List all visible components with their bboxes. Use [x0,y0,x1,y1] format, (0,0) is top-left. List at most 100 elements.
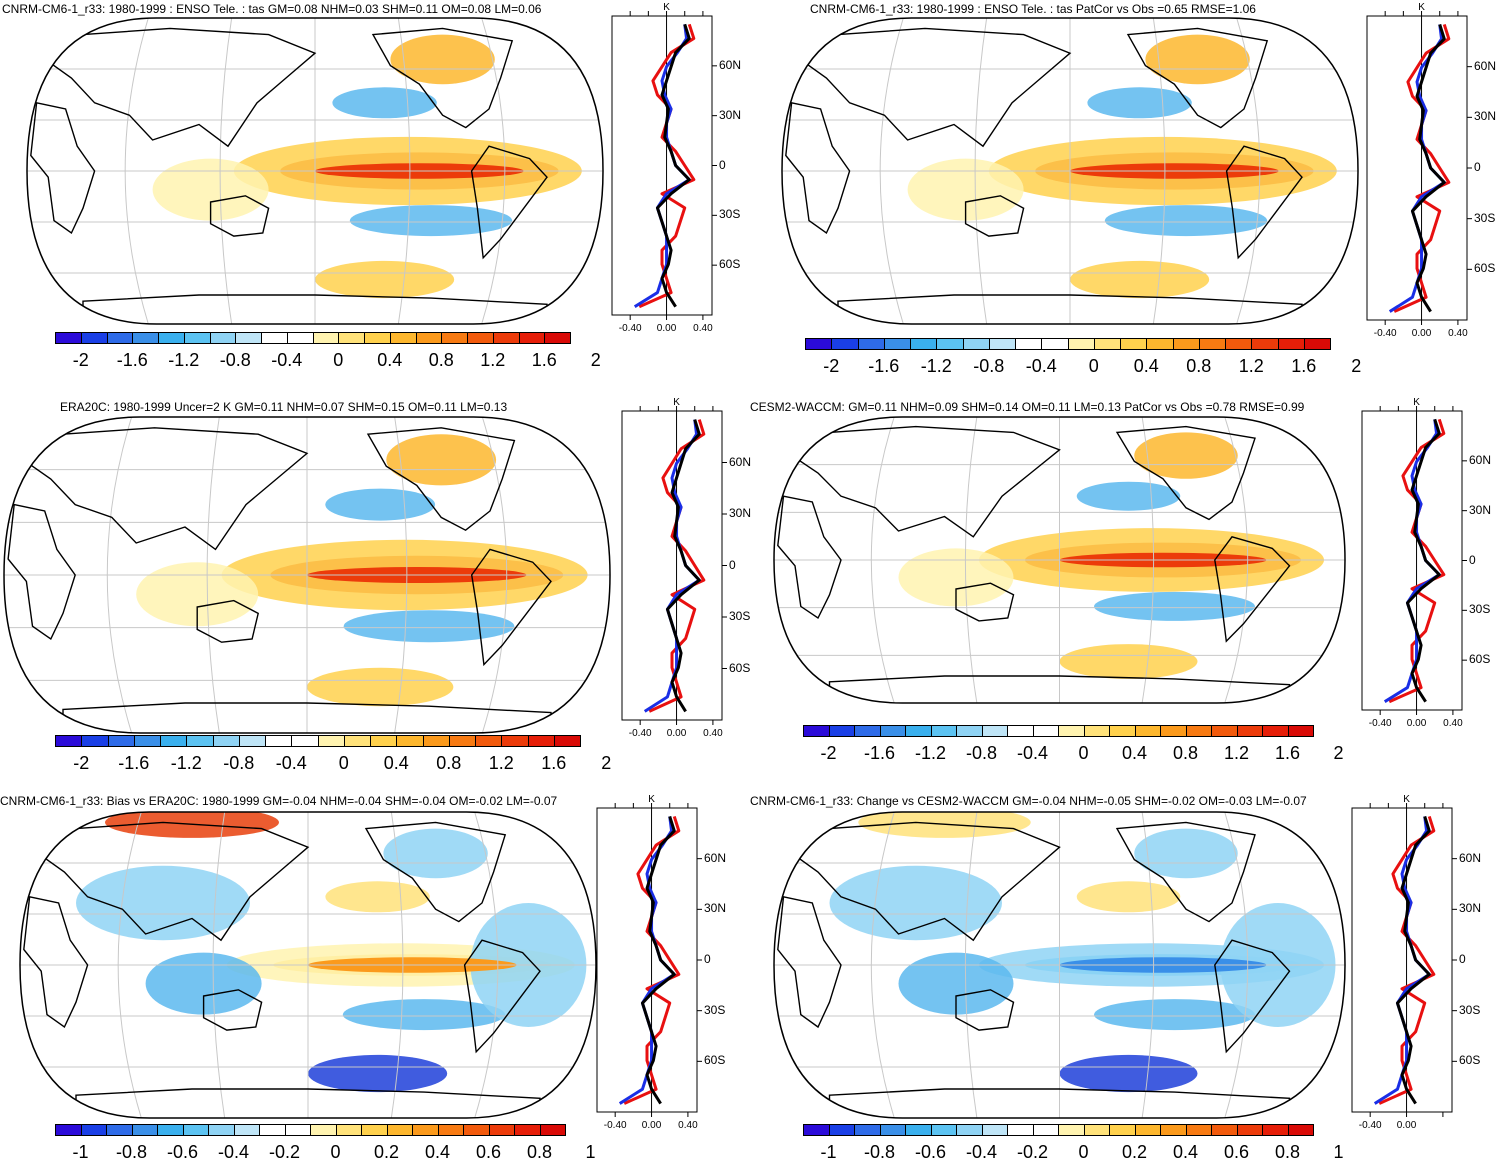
profile-frame [1366,15,1468,321]
colorbar-swatch [1041,338,1069,350]
colorbar-swatch [1058,725,1085,737]
latitude-label: 30N [1469,502,1492,517]
colorbar-tick-label: 0.8 [428,350,454,370]
latitude-label: 60N [704,850,727,865]
colorbar-swatch [527,735,555,747]
profile-svg [1366,11,1472,325]
colorbar-swatch [488,1124,515,1136]
profile-red-line [623,815,681,1105]
colorbar: -2 -1.6 -1.2 -0.8 -0.4 0 0.4 0.8 1.2 1.6 2 [803,725,1344,765]
colorbar-swatch [106,1124,133,1136]
colorbar-swatch [160,735,188,747]
colorbar-swatch [1058,1124,1085,1136]
south-america-coast [1214,535,1291,643]
colorbar-swatch [1185,1124,1212,1136]
latitude-label: 60N [1459,850,1482,865]
map-border [773,811,1346,1119]
colorbar-swatch [1251,338,1279,350]
longitude-line [393,417,408,733]
colorbar-swatch [209,332,237,344]
colorbar-swatch [55,735,83,747]
africa-coast [30,101,96,235]
colorbar-swatch [1109,1124,1136,1136]
profile-frame [611,15,713,316]
colorbar-tick-label: 1.2 [480,350,506,370]
longitude-line [879,18,905,324]
north-america-anomaly [390,34,495,85]
colorbar-swatch [364,332,391,344]
colorbar-tick-label: -0.8 [863,1142,896,1162]
colorbar-swatch [1277,338,1305,350]
longitude-line [206,417,221,733]
coastlines [785,27,1303,324]
x-tick-label: 0.40 [1443,718,1463,729]
latitude-label: 30N [704,901,727,916]
colorbar-swatch [854,1124,881,1136]
north-pacific-anomaly [325,881,430,913]
colorbar-swatch [1236,725,1263,737]
x-tick-label: 0.40 [693,323,713,334]
colorbar-swatch [441,332,468,344]
colorbar-swatch [233,1124,260,1136]
colorbar-tick-label: 0.8 [1172,743,1199,763]
colorbar-swatch [107,735,135,747]
x-tick-label: 0.00 [666,728,687,739]
colorbar-tick-label: -1.6 [116,350,148,370]
colorbar-swatch [518,332,546,344]
colorbar-swatch [386,1124,413,1136]
map-border [781,17,1359,325]
colorbar-tick-label: 0 [1088,356,1099,376]
colorbar-swatch [370,735,398,747]
colorbar-tick-label: -2 [72,350,89,370]
unit-label: K [663,2,670,13]
colorbar-tick-label: 2 [1333,743,1344,763]
colorbar-swatch [158,332,185,344]
latitude-label: 60N [719,57,742,72]
eurasia-coast [790,27,1072,148]
panel-title: CNRM-CM6-1_r33: 1980-1999 : ENSO Tele. :… [2,2,542,16]
latitude-label: 30S [704,1002,726,1017]
colorbar-swatch [80,332,108,344]
colorbar-tick-label: -0.6 [166,1142,199,1162]
x-tick-label: -0.40 [628,728,652,739]
longitude-line [1223,417,1249,703]
colorbar-swatch [1211,725,1238,737]
colorbar-tick-label: -0.6 [914,1142,947,1162]
colorbar-swatch [962,338,990,350]
graticule [774,812,1345,1118]
robinson-map [19,811,597,1119]
colorbar-swatch [1067,338,1095,350]
north-america-coast [364,821,507,923]
colorbar-swatch [422,735,450,747]
eurasia-coast [28,821,310,942]
profile-black-line [1405,418,1441,703]
north-pacific-anomaly [1076,481,1181,511]
colorbar-swatch [343,735,371,747]
latitude-label: 30S [729,609,751,623]
colorbar-swatch [131,1124,158,1136]
colorbar-tick-label: -0.8 [973,356,1005,376]
profile-black-line [1395,815,1431,1105]
antarctica-coast [82,294,548,324]
longitude-line [1141,417,1155,703]
indian-ocean-anomaly [136,562,259,627]
colorbar-tick-label: 0 [1078,743,1089,763]
colorbar-tick-label: 0 [333,350,344,370]
north-pacific-anomaly [325,488,436,521]
profile-black-line [665,419,701,713]
colorbar-swatch [106,332,134,344]
colorbar-tick-label: -1 [820,1142,837,1162]
colorbar-swatch [132,332,159,344]
colorbar-tick-label: 0.2 [1121,1142,1148,1162]
longitude-line [974,18,988,324]
north-pacific-anomaly [332,87,437,119]
southern-ocean-anomaly [1070,260,1210,299]
longitude-line [106,417,133,733]
map-border [773,416,1346,704]
north-america-coast [1126,27,1269,129]
latitude-label: 60S [1469,652,1491,667]
colorbar-swatch [981,725,1008,737]
colorbar-swatch [910,338,938,350]
coastlines [777,425,1291,703]
colorbar-tick-label: -0.8 [223,753,255,773]
